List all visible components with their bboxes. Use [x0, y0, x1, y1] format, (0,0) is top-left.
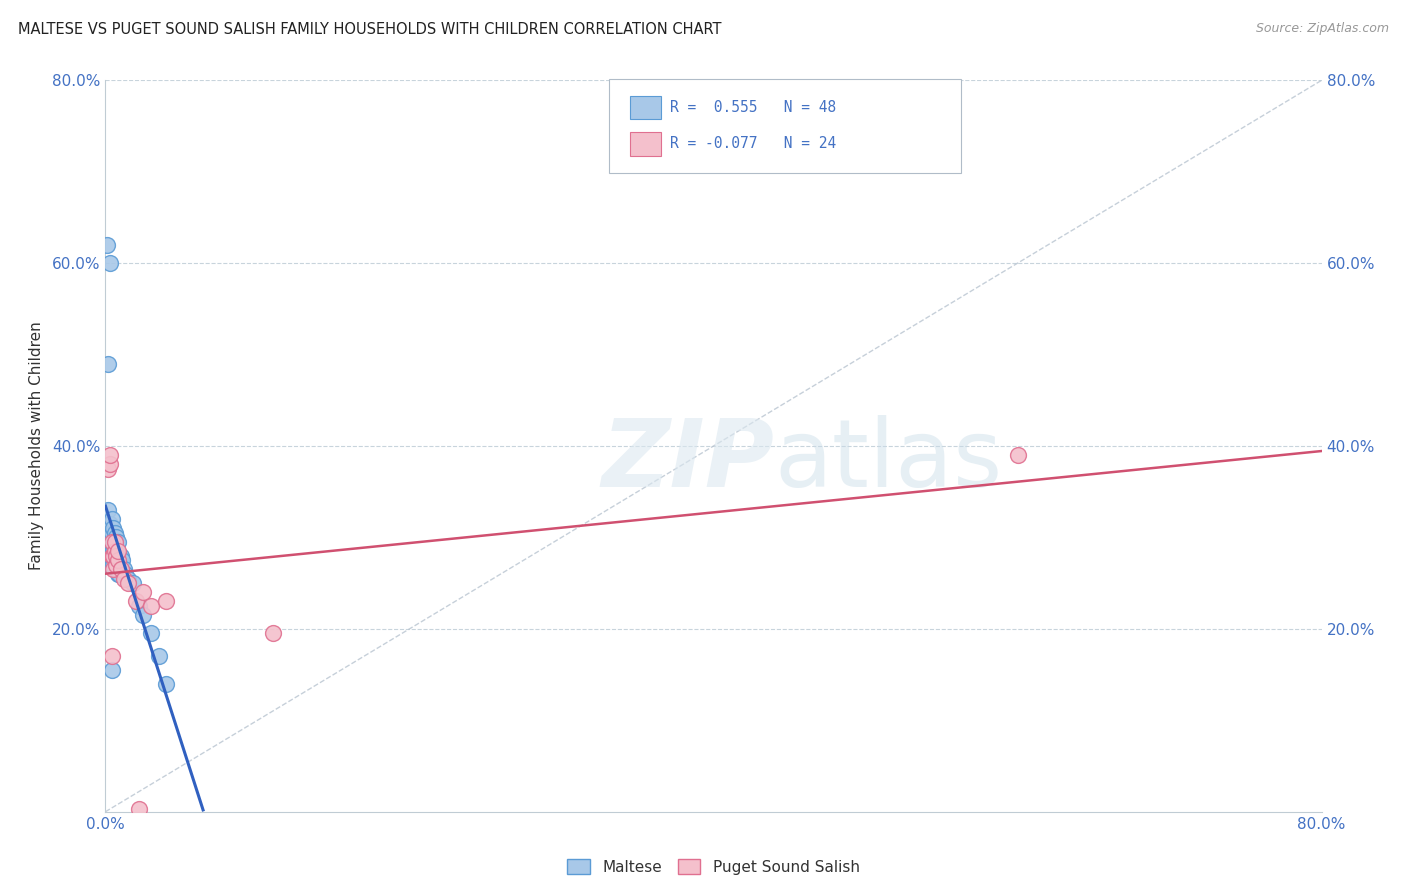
Text: MALTESE VS PUGET SOUND SALISH FAMILY HOUSEHOLDS WITH CHILDREN CORRELATION CHART: MALTESE VS PUGET SOUND SALISH FAMILY HOU… [18, 22, 721, 37]
Point [110, 562, 132, 576]
Point [101, 535, 124, 549]
Point [121, 576, 143, 591]
Point [148, 649, 170, 664]
Point [117, 576, 139, 591]
Point [100, 512, 122, 526]
Point [96, 530, 118, 544]
Point [107, 553, 129, 567]
Point [100, 535, 122, 549]
Point [97, 540, 120, 554]
Point [110, 562, 132, 576]
Point [98, 558, 121, 572]
Point [98, 535, 121, 549]
Point [100, 649, 122, 664]
Point [101, 558, 124, 572]
Point [100, 558, 122, 572]
Point [117, 572, 139, 586]
Point [105, 530, 128, 544]
Point [103, 544, 125, 558]
Point [1007, 448, 1029, 462]
Point [112, 562, 135, 576]
Point [97, 503, 120, 517]
Point [132, 585, 155, 599]
Point [98, 525, 121, 540]
Point [112, 572, 135, 586]
Point [98, 516, 121, 531]
Point [155, 676, 177, 690]
Point [100, 544, 122, 558]
Point [125, 594, 148, 608]
Point [110, 549, 132, 563]
Point [107, 535, 129, 549]
Point [108, 567, 131, 582]
Point [155, 594, 177, 608]
Point [103, 535, 125, 549]
Point [108, 553, 131, 567]
Point [101, 544, 124, 558]
Point [103, 525, 125, 540]
Point [128, 599, 150, 613]
Point [105, 540, 128, 554]
Point [128, 802, 150, 816]
Text: R =  0.555   N = 48: R = 0.555 N = 48 [669, 100, 837, 115]
Point [100, 663, 122, 677]
Point [98, 256, 121, 270]
Point [100, 535, 122, 549]
Point [96, 238, 118, 252]
Point [98, 448, 121, 462]
Point [139, 626, 162, 640]
Point [96, 549, 118, 563]
Point [111, 553, 134, 567]
Text: ZIP: ZIP [602, 415, 775, 507]
Y-axis label: Family Households with Children: Family Households with Children [28, 322, 44, 570]
Point [101, 549, 124, 563]
Legend: Maltese, Puget Sound Salish: Maltese, Puget Sound Salish [561, 853, 866, 881]
Point [139, 599, 162, 613]
Point [105, 549, 128, 563]
Point [97, 521, 120, 535]
Point [97, 462, 120, 476]
Point [100, 525, 122, 540]
Point [100, 549, 122, 563]
Text: Source: ZipAtlas.com: Source: ZipAtlas.com [1256, 22, 1389, 36]
Text: R = -0.077   N = 24: R = -0.077 N = 24 [669, 136, 837, 152]
Point [98, 549, 121, 563]
Point [105, 558, 128, 572]
Point [262, 626, 284, 640]
Text: atlas: atlas [775, 415, 1002, 507]
Point [103, 544, 125, 558]
Point [101, 521, 124, 535]
Point [107, 567, 129, 582]
Point [97, 357, 120, 371]
Point [107, 544, 129, 558]
Point [98, 458, 121, 472]
Point [103, 535, 125, 549]
Point [97, 535, 120, 549]
Point [101, 562, 124, 576]
Point [114, 567, 136, 582]
Point [96, 521, 118, 535]
Point [105, 558, 128, 572]
Point [107, 549, 129, 563]
Point [132, 608, 155, 623]
